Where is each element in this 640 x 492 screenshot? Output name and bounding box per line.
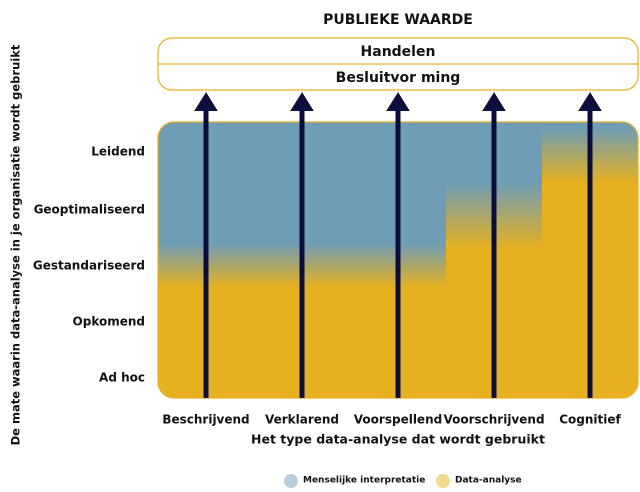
category-label: Voorspellend	[354, 413, 442, 427]
legend-label: Menselijke interpretatie	[303, 476, 425, 486]
level-label: Opkomend	[73, 315, 145, 329]
level-label: Gestandariseerd	[33, 259, 145, 273]
box-label: Handelen	[361, 44, 436, 60]
x-axis-label: Het type data-analyse dat wordt gebruikt	[251, 432, 545, 447]
arrow	[578, 92, 602, 398]
arrow	[194, 92, 218, 398]
level-label: Leidend	[91, 145, 145, 159]
category-label: Verklarend	[265, 413, 339, 427]
y-axis-label: De mate waarin data-analyse in je organi…	[9, 44, 23, 445]
title: PUBLIEKE WAARDE	[323, 12, 473, 28]
level-label: Geoptimaliseerd	[34, 203, 145, 217]
arrows	[194, 92, 602, 398]
arrow	[386, 92, 410, 398]
legend-swatch	[284, 474, 298, 488]
category-label: Voorschrijvend	[443, 413, 544, 427]
legend-swatch	[436, 474, 450, 488]
category-label: Beschrijvend	[162, 413, 249, 427]
arrow	[290, 92, 314, 398]
legend-label: Data-analyse	[455, 476, 522, 486]
level-label: Ad hoc	[99, 371, 145, 385]
box-label: Besluitvor ming	[336, 70, 461, 86]
category-label: Cognitief	[559, 413, 621, 427]
arrow	[482, 92, 506, 398]
